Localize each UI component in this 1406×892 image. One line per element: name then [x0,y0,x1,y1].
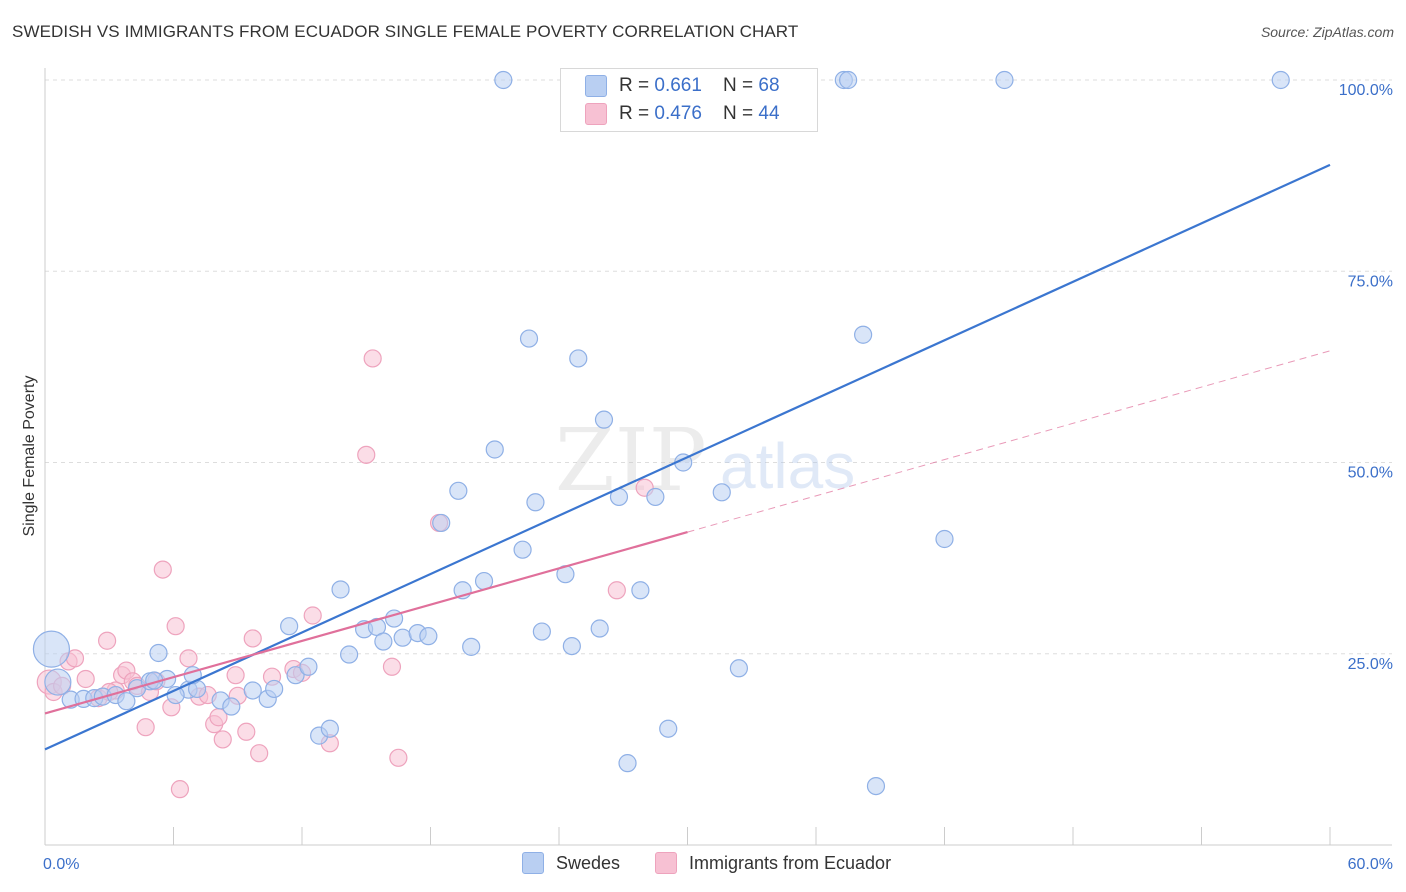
legend-stats: R = 0.661 N = 68 R = 0.476 N = 44 [560,68,818,132]
y-tick-label: 25.0% [1348,656,1393,673]
data-point [265,679,284,699]
data-point [562,636,581,656]
data-point [76,669,95,689]
data-point [250,744,269,763]
data-point [374,632,393,651]
data-point [594,410,614,429]
data-point [995,70,1014,90]
legend-swatch-pink [585,103,607,125]
data-point [462,637,481,656]
data-point [286,666,305,685]
data-point [485,440,504,459]
data-point [179,649,198,668]
data-point [153,560,172,579]
data-point [363,349,382,368]
data-point [382,657,402,676]
data-point [320,719,339,738]
y-tick-label: 50.0% [1348,465,1393,482]
data-point [299,657,318,676]
legend-row-swedes: R = 0.661 N = 68 [585,73,780,99]
x-tick-label: 60.0% [1348,856,1393,873]
legend-r-label: R = [619,75,655,96]
data-point [513,540,532,559]
y-tick-label: 100.0% [1339,82,1393,99]
x-tick-label: 0.0% [43,856,79,873]
data-point [222,697,241,716]
grid-lines [45,79,1392,655]
legend-n-value: 44 [758,103,780,124]
legend-n-value: 68 [758,75,780,96]
data-point [419,627,438,646]
data-point [170,780,190,799]
legend-swatch-blue [585,75,607,97]
data-point [712,483,731,502]
legend-r-value: 0.661 [654,75,702,96]
data-point [532,622,551,641]
data-point [519,329,539,348]
data-point [590,619,609,638]
data-point [149,643,168,663]
data-point [331,580,350,599]
legend-r-label: R = [619,103,655,124]
data-point [243,681,262,700]
data-point [280,617,299,636]
data-point [432,513,451,533]
data-point [449,481,468,500]
data-point [226,666,245,685]
data-point [659,719,678,738]
watermark-atlas: atlas [720,430,855,502]
trend-line [44,531,688,715]
data-point [393,628,412,647]
data-point [213,730,232,749]
data-point [866,776,886,796]
data-point [340,645,359,664]
data-point [44,668,72,696]
legend-n-label: N = [723,75,759,96]
chart-title: SWEDISH VS IMMIGRANTS FROM ECUADOR SINGL… [12,22,799,41]
y-axis-title: Single Female Poverty [21,376,38,537]
legend-series: Swedes Immigrants from Ecuador [0,852,1406,876]
data-point [494,70,513,90]
y-tick-label: 75.0% [1348,273,1393,290]
data-point [243,629,262,648]
legend-label-ecuador: Immigrants from Ecuador [689,852,892,873]
data-point [646,487,665,507]
data-point [357,445,376,464]
data-point [136,718,155,737]
data-point [631,581,650,600]
data-point [729,659,749,678]
source-label: Source: ZipAtlas.com [1260,24,1394,40]
trend-line [44,163,1331,751]
data-point [303,606,322,625]
data-point [1271,70,1290,90]
data-point [237,722,256,741]
data-point [839,70,858,90]
trend-line-extension [687,350,1331,533]
data-point [618,754,637,773]
tick-labels: 25.0% 50.0% 75.0% 100.0% 0.0% 60.0% [43,82,1393,873]
axes [44,68,1392,846]
legend-label-swedes: Swedes [556,852,621,873]
legend-item-swedes[interactable]: Swedes [522,852,620,874]
data-point [569,349,588,368]
data-point [526,493,545,512]
legend-r-value: 0.476 [654,103,702,124]
data-point [935,529,954,549]
trend-lines [44,163,1331,751]
data-point [607,581,626,600]
data-point [389,748,408,767]
data-point [166,617,185,636]
legend-item-ecuador[interactable]: Immigrants from Ecuador [655,852,891,874]
legend-row-ecuador: R = 0.476 N = 44 [585,101,780,127]
data-point [854,325,873,344]
data-point [32,630,71,668]
legend-swatch-pink [655,852,677,874]
data-point [98,631,117,650]
legend-swatch-blue [522,852,544,874]
legend-n-label: N = [723,103,759,124]
data-point [117,692,136,711]
